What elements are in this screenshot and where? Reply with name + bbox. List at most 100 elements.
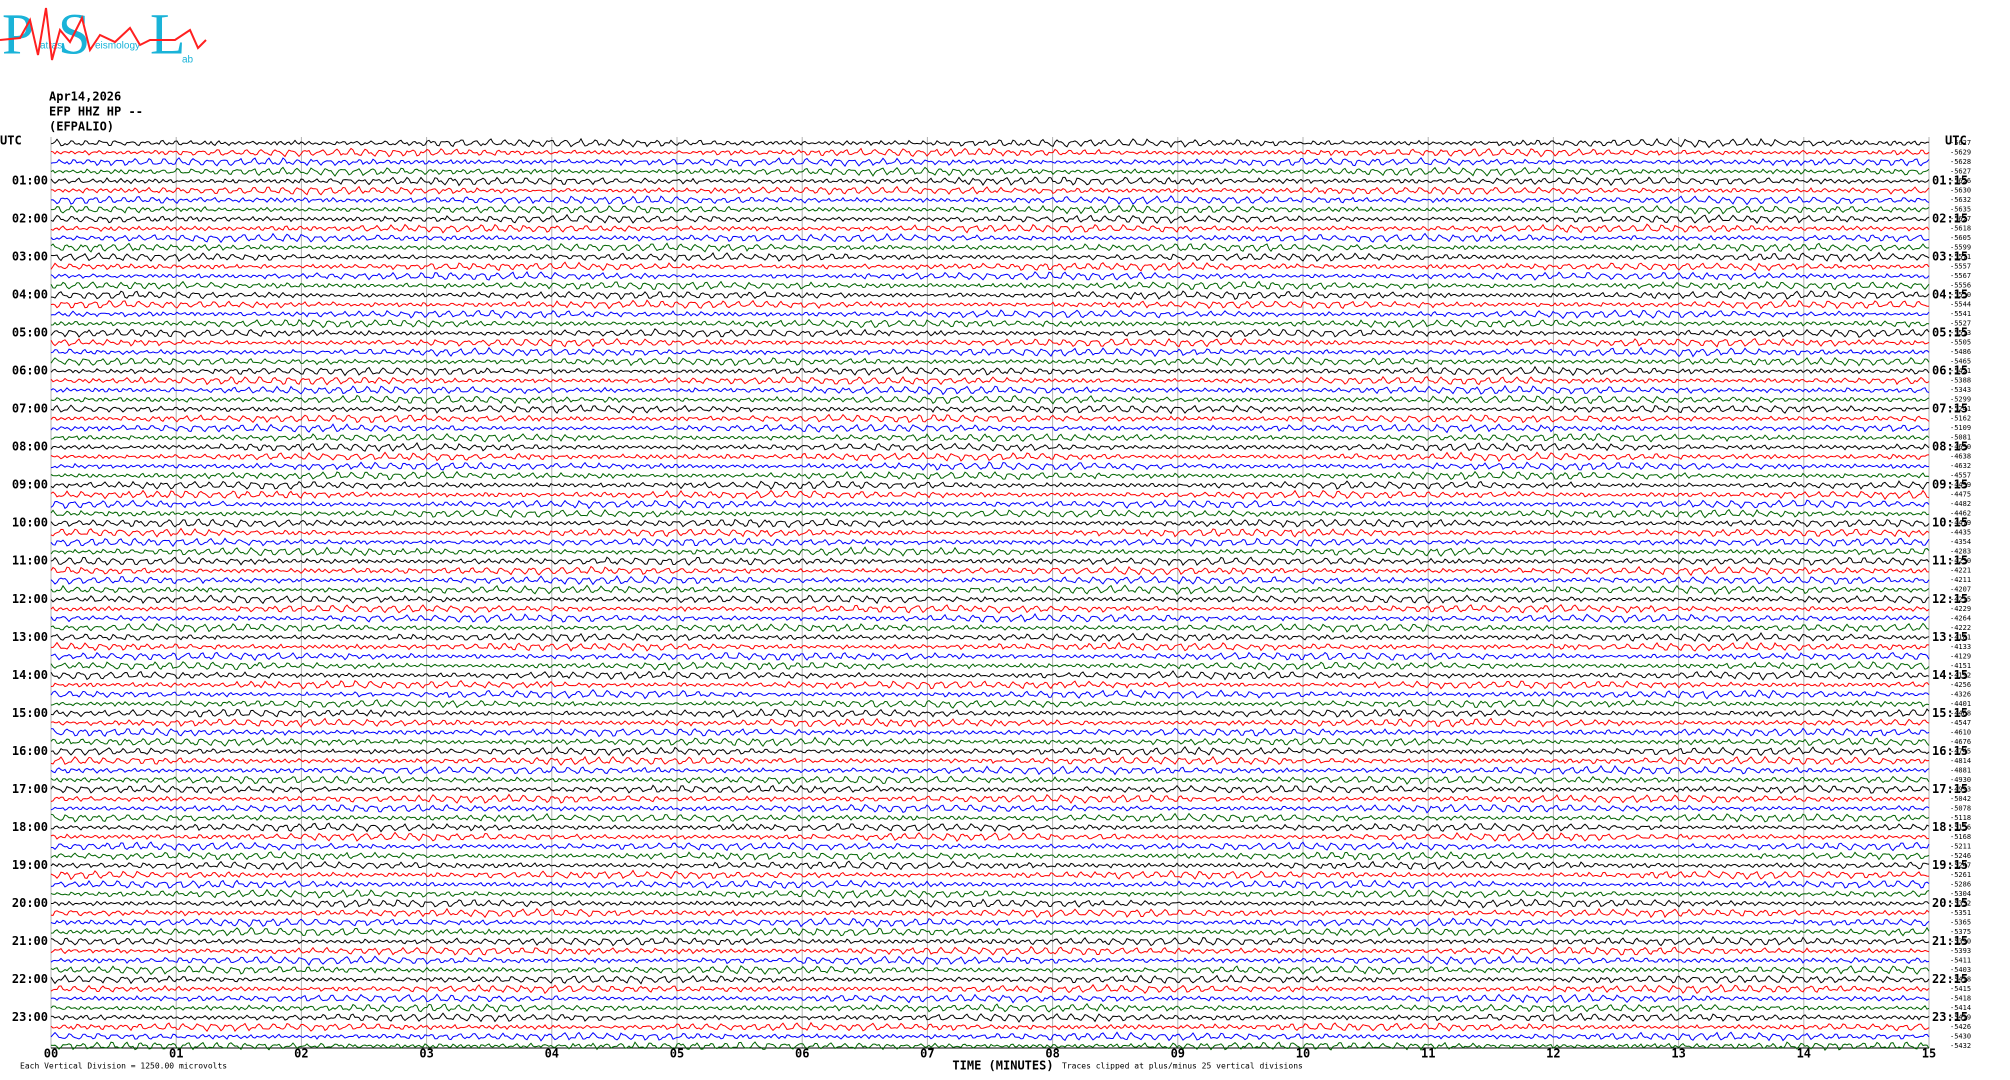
x-tick-label: 08	[1045, 1047, 1059, 1061]
trace	[50, 232, 1930, 244]
row-start-label: 19:00	[12, 858, 48, 872]
trace	[50, 841, 1930, 852]
trace	[50, 736, 1930, 748]
row-start-label: 17:00	[12, 782, 48, 796]
offset-label: -5630	[1950, 187, 1971, 195]
trace	[50, 394, 1930, 405]
trace	[50, 755, 1930, 766]
offset-label: -5414	[1950, 1004, 1971, 1012]
offset-label: -4354	[1950, 538, 1971, 546]
logo-letter: P	[2, 1, 34, 66]
offset-label: -5527	[1950, 320, 1971, 328]
row-start-label: 16:00	[12, 744, 48, 758]
trace	[50, 793, 1930, 804]
offset-label: -4256	[1950, 681, 1971, 689]
offset-label: -5629	[1950, 149, 1971, 157]
offset-label: -5627	[1950, 215, 1971, 223]
row-start-label: 09:00	[12, 478, 48, 492]
offset-label: -4557	[1950, 472, 1971, 480]
x-tick-label: 13	[1671, 1047, 1685, 1061]
trace	[50, 1012, 1930, 1023]
offset-label: -5419	[1950, 1013, 1971, 1021]
offset-label: -4181	[1950, 633, 1971, 641]
row-end-label: 05:15	[1932, 326, 1968, 340]
offset-label: -5411	[1950, 956, 1971, 964]
row-end-label: 20:15	[1932, 896, 1968, 910]
trace	[50, 480, 1930, 491]
trace	[50, 698, 1930, 709]
trace	[50, 784, 1930, 794]
x-tick-label: 04	[545, 1047, 559, 1061]
scale-note: Each Vertical Division = 1250.00 microvo…	[20, 1062, 227, 1071]
offset-label: -4814	[1950, 757, 1971, 765]
trace	[50, 926, 1930, 937]
row-start-label: 23:00	[12, 1010, 48, 1024]
offset-label: -4129	[1950, 652, 1971, 660]
trace	[50, 679, 1930, 690]
trace	[50, 404, 1930, 415]
offset-label: -4435	[1950, 529, 1971, 537]
trace	[50, 242, 1930, 253]
x-tick-label: 07	[920, 1047, 934, 1061]
trace	[50, 974, 1930, 985]
offset-label: -5628	[1950, 158, 1971, 166]
logo-letter: L	[150, 1, 185, 66]
offset-label: -5109	[1950, 424, 1971, 432]
trace	[50, 261, 1930, 272]
row-end-label: 13:15	[1932, 630, 1968, 644]
trace	[50, 594, 1930, 605]
trace	[50, 935, 1930, 947]
offset-label: -4499	[1950, 481, 1971, 489]
offset-label: -4676	[1950, 738, 1971, 746]
offset-label: -5430	[1950, 1032, 1971, 1040]
offset-label: -5042	[1950, 795, 1971, 803]
offset-label: -4215	[1950, 595, 1971, 603]
offset-label: -5168	[1950, 833, 1971, 841]
trace	[50, 470, 1930, 481]
offset-label: -5505	[1950, 339, 1971, 347]
row-end-label: 17:15	[1932, 782, 1968, 796]
row-start-label: 01:00	[12, 174, 48, 188]
trace	[50, 955, 1930, 966]
row-start-label: 10:00	[12, 516, 48, 530]
offset-label: -5403	[1950, 966, 1971, 974]
x-tick-label: 00	[44, 1047, 58, 1061]
trace	[50, 508, 1930, 519]
x-tick-label: 02	[294, 1047, 308, 1061]
offset-label: -5375	[1950, 928, 1971, 936]
trace	[50, 461, 1930, 471]
offset-label: -5421	[1950, 367, 1971, 375]
trace	[50, 384, 1930, 396]
row-start-label: 20:00	[12, 896, 48, 910]
x-tick-label: 09	[1171, 1047, 1185, 1061]
offset-label: -5241	[1950, 405, 1971, 413]
offset-label: -4468	[1950, 709, 1971, 717]
x-tick-label: 03	[419, 1047, 433, 1061]
offset-label: -4326	[1950, 690, 1971, 698]
row-start-label: 18:00	[12, 820, 48, 834]
trace	[51, 898, 1930, 909]
row-start-label: 13:00	[12, 630, 48, 644]
row-end-label: 09:15	[1932, 478, 1968, 492]
trace	[50, 185, 1930, 196]
trace	[50, 983, 1930, 995]
offset-label: -5599	[1950, 244, 1971, 252]
trace	[50, 869, 1930, 881]
offset-label: -4222	[1950, 624, 1971, 632]
row-start-label: 05:00	[12, 326, 48, 340]
traces	[50, 137, 1930, 1052]
trace	[50, 346, 1930, 358]
offset-label: -5513	[1950, 329, 1971, 337]
trace	[50, 1002, 1930, 1013]
logo-word: eismology	[95, 41, 140, 52]
offset-label: -5286	[1950, 880, 1971, 888]
offset-label: -5626	[1950, 177, 1971, 185]
row-end-label: 12:15	[1932, 592, 1968, 606]
trace	[50, 546, 1930, 557]
offset-label: -5390	[1950, 937, 1971, 945]
offset-label: -5618	[1950, 225, 1971, 233]
x-tick-label: 14	[1797, 1047, 1811, 1061]
trace	[50, 280, 1930, 291]
